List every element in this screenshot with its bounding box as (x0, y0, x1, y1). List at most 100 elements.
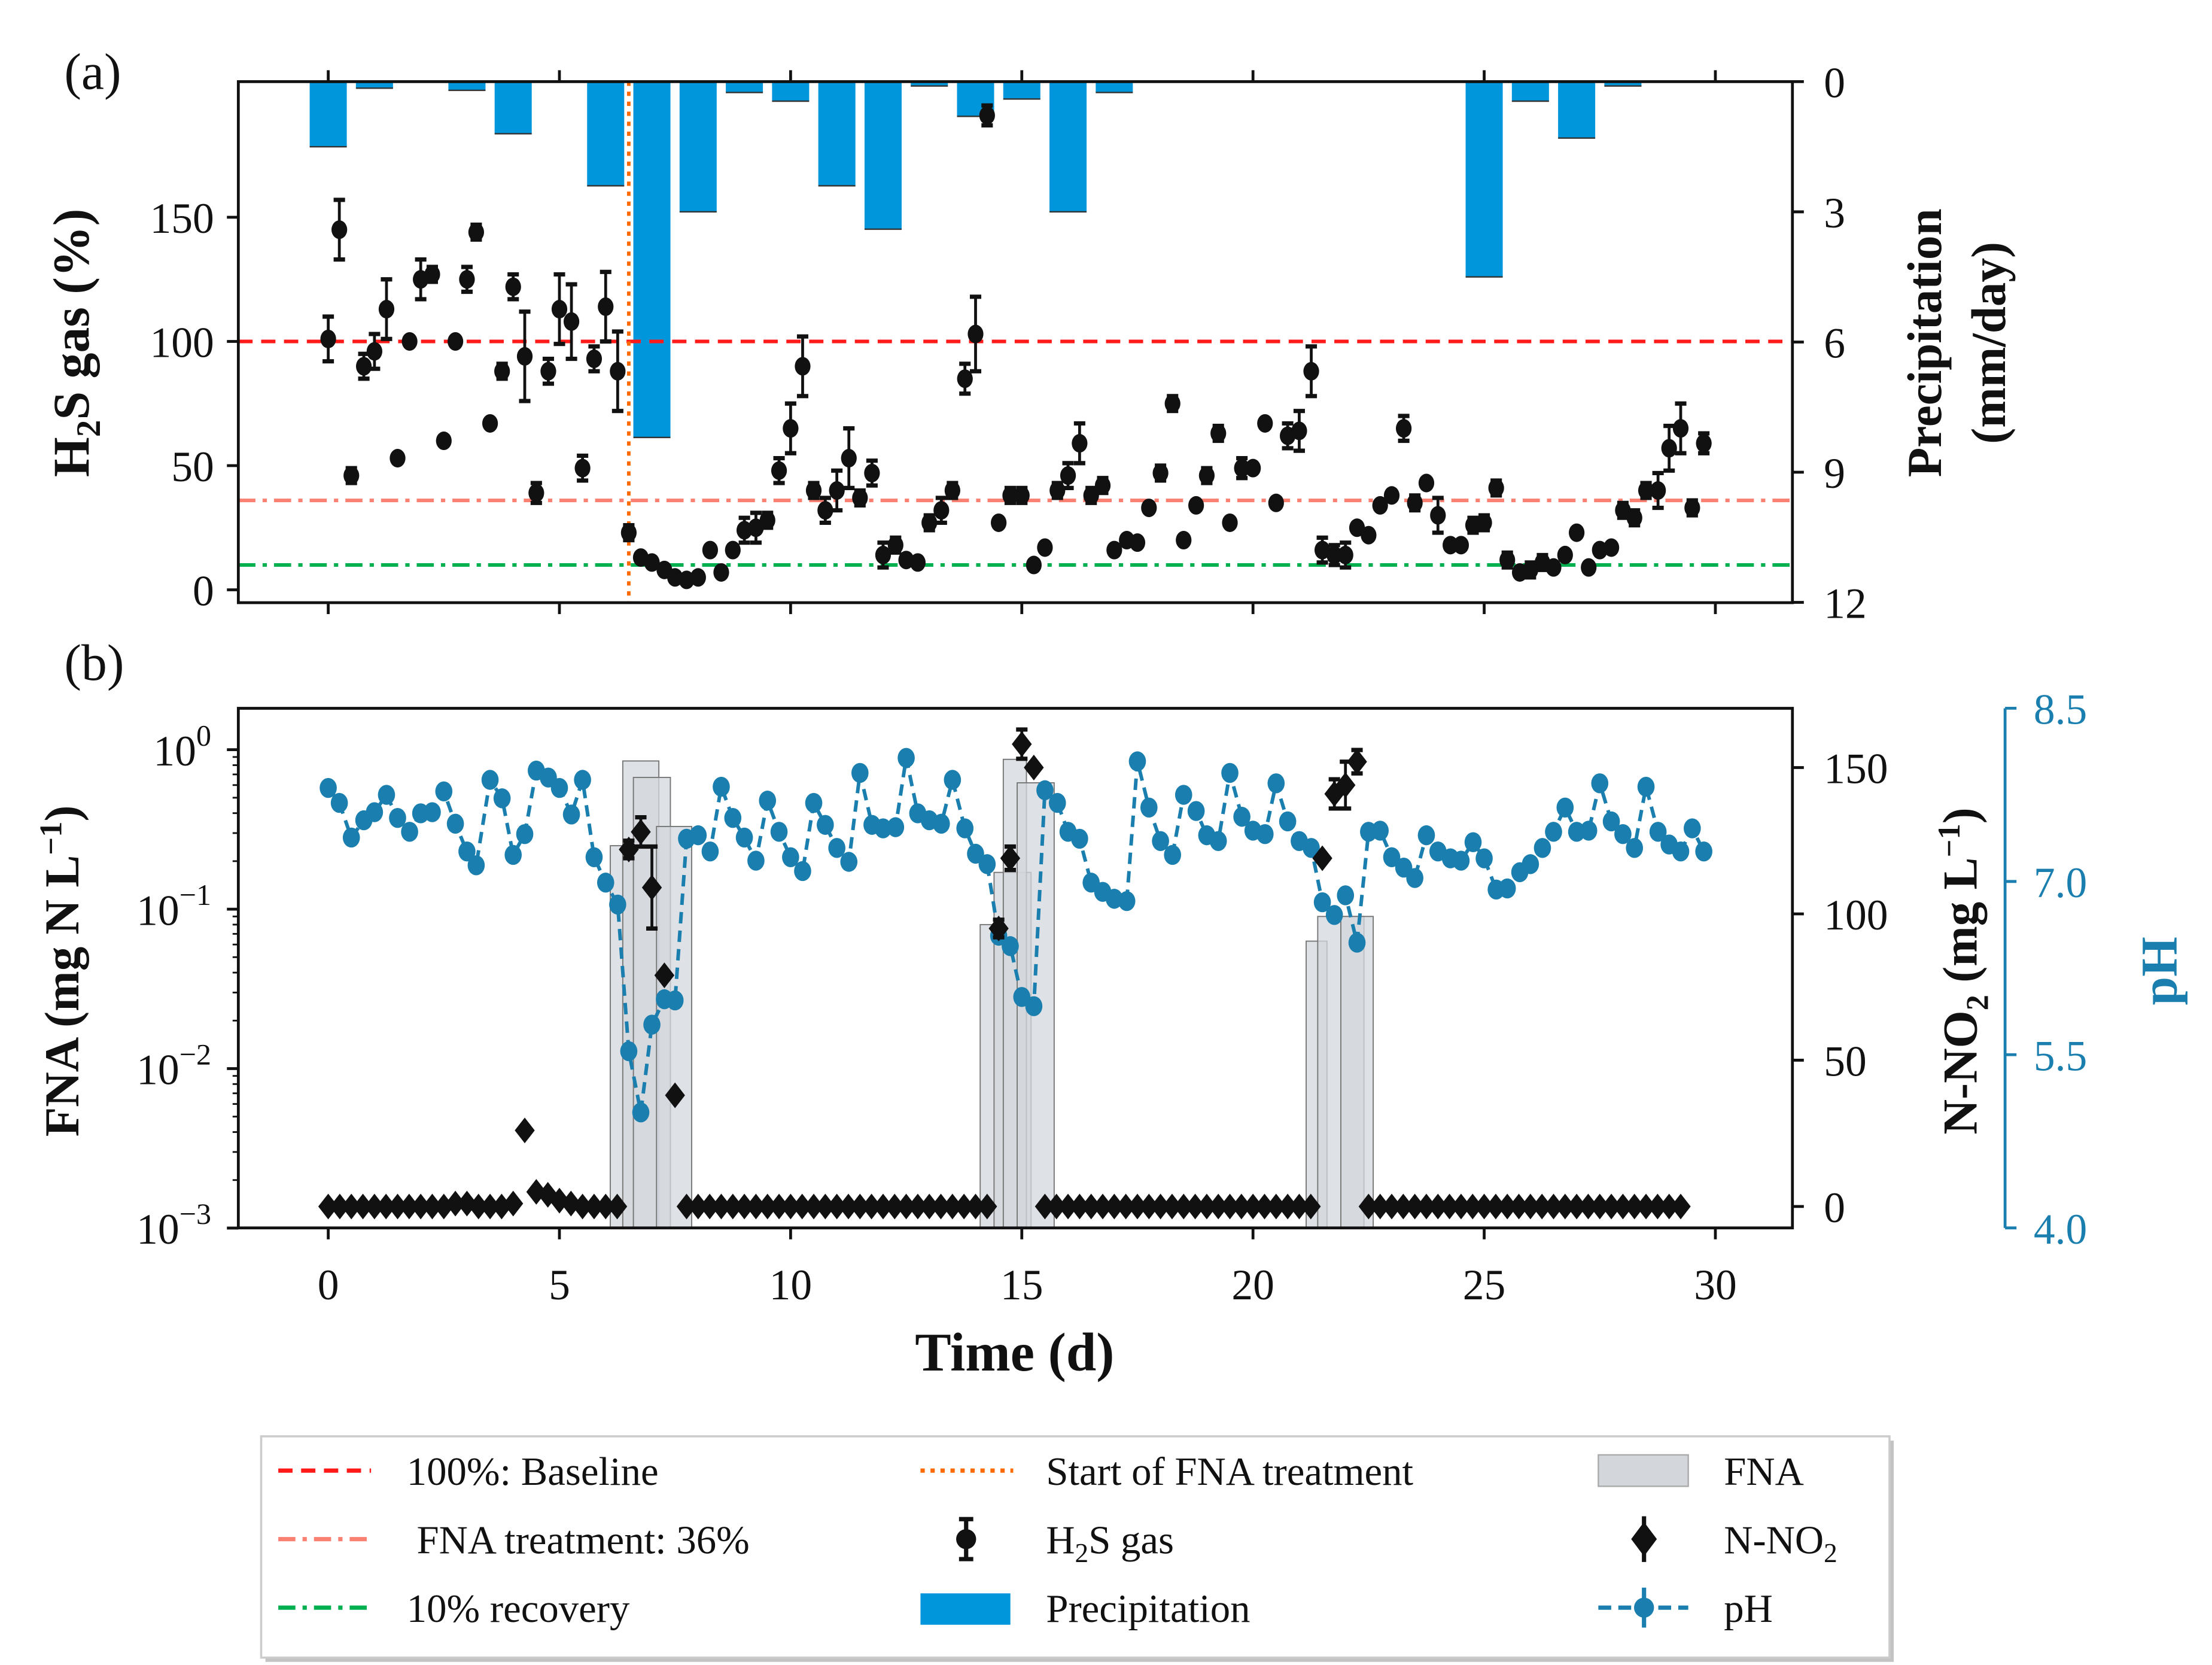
h2s-point (991, 513, 1007, 532)
ph-point (504, 844, 522, 865)
ph-point (967, 843, 984, 864)
nitrite-point (1012, 731, 1032, 757)
nitrite-point (1266, 1193, 1286, 1220)
h2s-point (1661, 439, 1677, 458)
ph-point (1337, 885, 1355, 906)
precipitation-tick-label: 3 (1824, 190, 1845, 237)
ph-tick-label: 5.5 (2034, 1032, 2087, 1080)
ph-point (1614, 824, 1632, 844)
ph-point (1464, 832, 1482, 852)
h2s-point (390, 449, 406, 468)
fna-tick-exp: 0 (196, 719, 211, 752)
ph-point (1383, 847, 1401, 867)
nitrite-point (1243, 1193, 1263, 1220)
ph-point (1602, 811, 1620, 832)
nitrite-point (1335, 772, 1356, 798)
ph-point (805, 792, 823, 813)
ph-point (759, 791, 777, 811)
ph-point (585, 847, 603, 867)
nitrite-point (1439, 1193, 1460, 1220)
h2s-point (343, 466, 360, 485)
h2s-point (1557, 545, 1573, 564)
h2s-point (1176, 531, 1192, 550)
x-tick-label: 15 (1000, 1262, 1043, 1309)
h2s-point (494, 361, 510, 381)
precipitation-swatch (920, 1593, 1011, 1625)
h2s-point (1072, 434, 1088, 453)
ph-point (493, 788, 511, 809)
precipitation-tick-label: 0 (1824, 60, 1845, 107)
nitrite-point (1000, 845, 1021, 871)
h2s-point (320, 329, 336, 348)
precipitation-bar (494, 81, 532, 134)
h2s-point (1476, 513, 1492, 532)
precipitation-bar (1096, 81, 1133, 93)
h2s-point (1188, 496, 1204, 515)
precipitation-bar (448, 81, 486, 90)
x-tick-label: 0 (318, 1262, 339, 1309)
nitrite-point (641, 874, 662, 901)
ph-point (1209, 831, 1227, 851)
legend-label: N-NO2 (1724, 1518, 1837, 1568)
h2s-point (678, 570, 695, 590)
fna-tick-label: 10−3 (136, 1197, 211, 1253)
precipitation-bar (1511, 81, 1549, 102)
ph-point (701, 841, 719, 862)
h2s-point (1615, 501, 1631, 520)
h2s-point (887, 536, 903, 555)
h2s-point (482, 414, 498, 433)
h2s-point (610, 361, 626, 381)
h2s-point (979, 106, 995, 125)
x-tick-label: 30 (1694, 1262, 1737, 1309)
ph-point (782, 847, 799, 867)
h2s-point (1210, 424, 1227, 443)
ph-point (609, 894, 626, 915)
legend-item-nitrite: N-NO2 (1631, 1516, 1837, 1568)
h2s-axis-label: H2S gas (%) (42, 209, 108, 477)
ph-point (643, 1014, 661, 1035)
legend-label: Start of FNA treatment (1046, 1450, 1413, 1494)
ph-point (1036, 780, 1054, 801)
h2s-point (366, 342, 382, 361)
panel-label-a: (a) (64, 42, 121, 100)
nitrite-point (1347, 749, 1367, 775)
ph-point (366, 802, 384, 822)
precipitation-bar (679, 81, 717, 212)
ph-point (1626, 838, 1644, 858)
x-tick-label: 10 (769, 1262, 813, 1309)
nitrite-tick-label: 100 (1824, 892, 1888, 939)
h2s-point (1499, 551, 1516, 570)
ph-point (944, 770, 962, 790)
h2s-point (967, 324, 984, 344)
h2s-point (1164, 394, 1180, 413)
h2s-point (1094, 476, 1111, 495)
h2s-point (401, 332, 418, 351)
h2s-point (1592, 540, 1608, 560)
fna-axis-label: FNA (mg N L−1) (34, 805, 90, 1137)
ph-point (1371, 821, 1389, 841)
h2s-point (725, 540, 741, 560)
nitrite-point (1578, 1193, 1599, 1220)
panel-label-b: (b) (64, 634, 124, 691)
ph-point (1498, 878, 1516, 899)
ph-point (1406, 868, 1423, 888)
nitrite-point (1312, 845, 1332, 871)
legend-label: 100%: Baseline (407, 1450, 659, 1494)
nitrite-point (515, 1117, 535, 1144)
ph-point (435, 781, 453, 801)
ph-point (1128, 751, 1146, 771)
ph-point (1175, 785, 1192, 805)
fna-tick-base: 10 (136, 1047, 179, 1094)
fna-tick-label: 10−1 (136, 878, 211, 934)
h2s-point (1129, 533, 1146, 552)
ph-point (1152, 831, 1169, 851)
h2s-point (1222, 513, 1238, 532)
h2s-point (1650, 481, 1666, 500)
ph-point (516, 824, 534, 844)
precipitation-tick-label: 6 (1824, 320, 1845, 367)
h2s-point (921, 513, 938, 532)
h2s-point (505, 277, 521, 296)
nitrite-marker-swatch (1631, 1522, 1657, 1557)
h2s-point (1361, 525, 1377, 545)
ph-point (1417, 825, 1435, 846)
